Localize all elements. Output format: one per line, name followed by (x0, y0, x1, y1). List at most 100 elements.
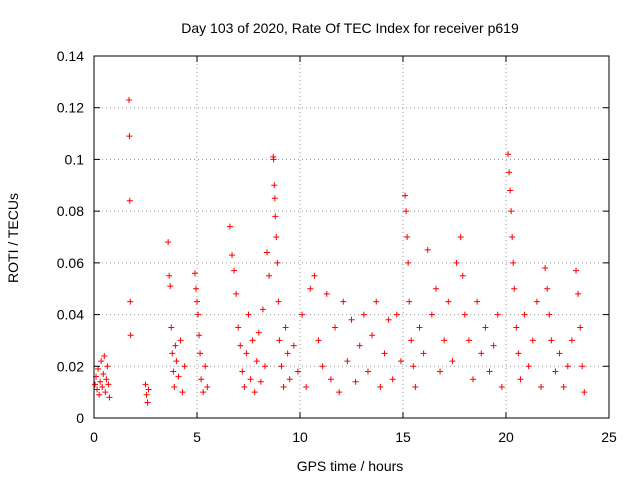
x-axis-label: GPS time / hours (297, 458, 404, 474)
data-point (96, 391, 103, 398)
y-tick-label: 0 (76, 410, 84, 426)
data-point (167, 283, 174, 290)
data-point (579, 363, 586, 370)
data-point (356, 342, 363, 349)
data-point (332, 324, 339, 331)
data-point (474, 298, 481, 305)
data-point (282, 324, 289, 331)
data-point (97, 378, 104, 385)
data-point (364, 368, 371, 375)
data-point (457, 234, 464, 240)
data-point (102, 389, 109, 396)
data-point (274, 259, 281, 266)
y-axis-ticks: 0 0.02 0.04 0.06 0.08 0.1 0.12 0.14 (57, 48, 609, 426)
data-point (276, 337, 283, 344)
data-point (127, 298, 134, 305)
data-point (573, 267, 580, 274)
data-point (498, 383, 505, 390)
data-point (360, 311, 367, 318)
data-point (397, 358, 404, 365)
data-point (416, 324, 423, 331)
data-point (560, 383, 567, 390)
data-point (144, 399, 151, 406)
data-point (564, 363, 571, 370)
data-point (506, 169, 513, 176)
data-points (92, 96, 588, 406)
data-point (168, 324, 175, 331)
x-tick-label: 10 (292, 429, 308, 445)
y-tick-label: 0.04 (57, 307, 84, 323)
data-point (202, 363, 209, 370)
data-point (494, 311, 501, 318)
data-point (249, 337, 256, 344)
data-point (233, 290, 240, 297)
data-point (245, 311, 252, 318)
data-point (259, 306, 266, 313)
data-point (437, 368, 444, 375)
data-point (272, 213, 279, 220)
data-point (106, 394, 113, 401)
data-point (424, 246, 431, 253)
data-point (546, 311, 553, 318)
data-point (369, 332, 376, 339)
data-point (315, 337, 322, 344)
data-point (513, 324, 520, 331)
x-tick-label: 15 (395, 429, 411, 445)
data-point (303, 383, 310, 390)
data-point (166, 272, 173, 279)
data-point (143, 391, 150, 398)
data-point (402, 192, 409, 199)
data-point (95, 365, 102, 372)
x-tick-label: 5 (193, 429, 201, 445)
data-point (529, 337, 536, 344)
data-point (307, 285, 314, 292)
y-axis-label: ROTI / TECUs (5, 193, 21, 283)
y-tick-label: 0.14 (57, 48, 84, 64)
data-point (403, 208, 410, 215)
data-point (327, 376, 334, 383)
data-point (126, 197, 133, 204)
data-point (406, 298, 413, 305)
data-point (98, 358, 105, 365)
data-point (525, 363, 532, 370)
data-point (286, 376, 293, 383)
data-point (299, 311, 306, 318)
data-point (127, 332, 134, 339)
data-point (441, 337, 448, 344)
data-point (393, 311, 400, 318)
data-point (126, 133, 133, 140)
y-tick-label: 0.08 (57, 203, 84, 219)
data-point (191, 270, 198, 277)
data-point (581, 389, 588, 396)
data-point (196, 332, 203, 339)
data-point (459, 272, 466, 279)
data-point (171, 383, 178, 390)
data-point (235, 324, 242, 331)
x-tick-label: 20 (498, 429, 514, 445)
data-point (428, 311, 435, 318)
data-point (270, 156, 277, 163)
data-point (548, 337, 555, 344)
data-point (264, 249, 271, 256)
data-point (575, 290, 582, 297)
data-point (172, 342, 179, 349)
data-point (453, 259, 460, 266)
data-point (568, 337, 575, 344)
y-tick-label: 0.06 (57, 255, 84, 271)
data-point (445, 298, 452, 305)
data-point (257, 378, 264, 385)
data-point (373, 298, 380, 305)
data-point (197, 350, 204, 357)
data-point (533, 298, 540, 305)
data-point (510, 259, 517, 266)
data-point (243, 350, 250, 357)
data-point (408, 337, 415, 344)
y-tick-label: 0.02 (57, 358, 84, 374)
data-point (198, 376, 205, 383)
y-tick-label: 0.12 (57, 100, 84, 116)
data-point (175, 373, 182, 380)
data-point (94, 386, 101, 393)
y-tick-label: 0.1 (65, 151, 85, 167)
data-point (247, 376, 254, 383)
